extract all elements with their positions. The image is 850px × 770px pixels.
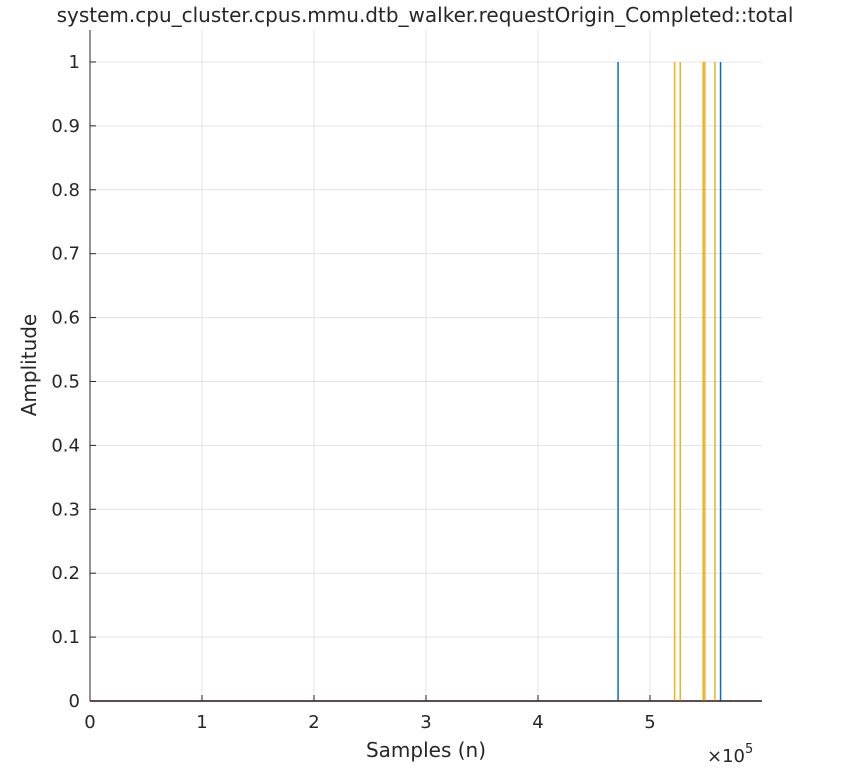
chart-title: system.cpu_cluster.cpus.mmu.dtb_walker.r… [57, 3, 794, 27]
x-axis-label: Samples (n) [366, 738, 486, 762]
x-tick-label: 0 [84, 712, 95, 733]
y-axis-label: Amplitude [17, 314, 41, 417]
axes-layer: 0 1 2 3 4 5 0 0.1 0.2 0.3 0.4 0.5 0.6 0.7 0.8 0.9 1 [51, 30, 762, 733]
y-tick-label: 1 [69, 52, 80, 73]
y-tick-label: 0.3 [51, 499, 80, 520]
x-axis-exponent-base: ×10 [707, 746, 745, 765]
x-tick-label: 5 [644, 712, 655, 733]
y-tick-label: 0.2 [51, 563, 80, 584]
x-axis-exponent: ×105 [707, 742, 753, 765]
y-tick-label: 0.6 [51, 308, 80, 329]
y-tick-label: 0 [69, 691, 80, 712]
x-tick-label: 2 [308, 712, 319, 733]
grid-layer [90, 30, 762, 701]
y-tick-label: 0.1 [51, 627, 80, 648]
y-tick-label: 0.8 [51, 180, 80, 201]
x-tick-label: 3 [420, 712, 431, 733]
x-axis-exponent-power: 5 [745, 742, 753, 757]
y-tick-label: 0.7 [51, 244, 80, 265]
y-tick-label: 0.5 [51, 371, 80, 392]
x-tick-label: 1 [196, 712, 207, 733]
y-tick-label: 0.4 [51, 435, 80, 456]
x-tick-label: 4 [532, 712, 543, 733]
y-tick-label: 0.9 [51, 116, 80, 137]
